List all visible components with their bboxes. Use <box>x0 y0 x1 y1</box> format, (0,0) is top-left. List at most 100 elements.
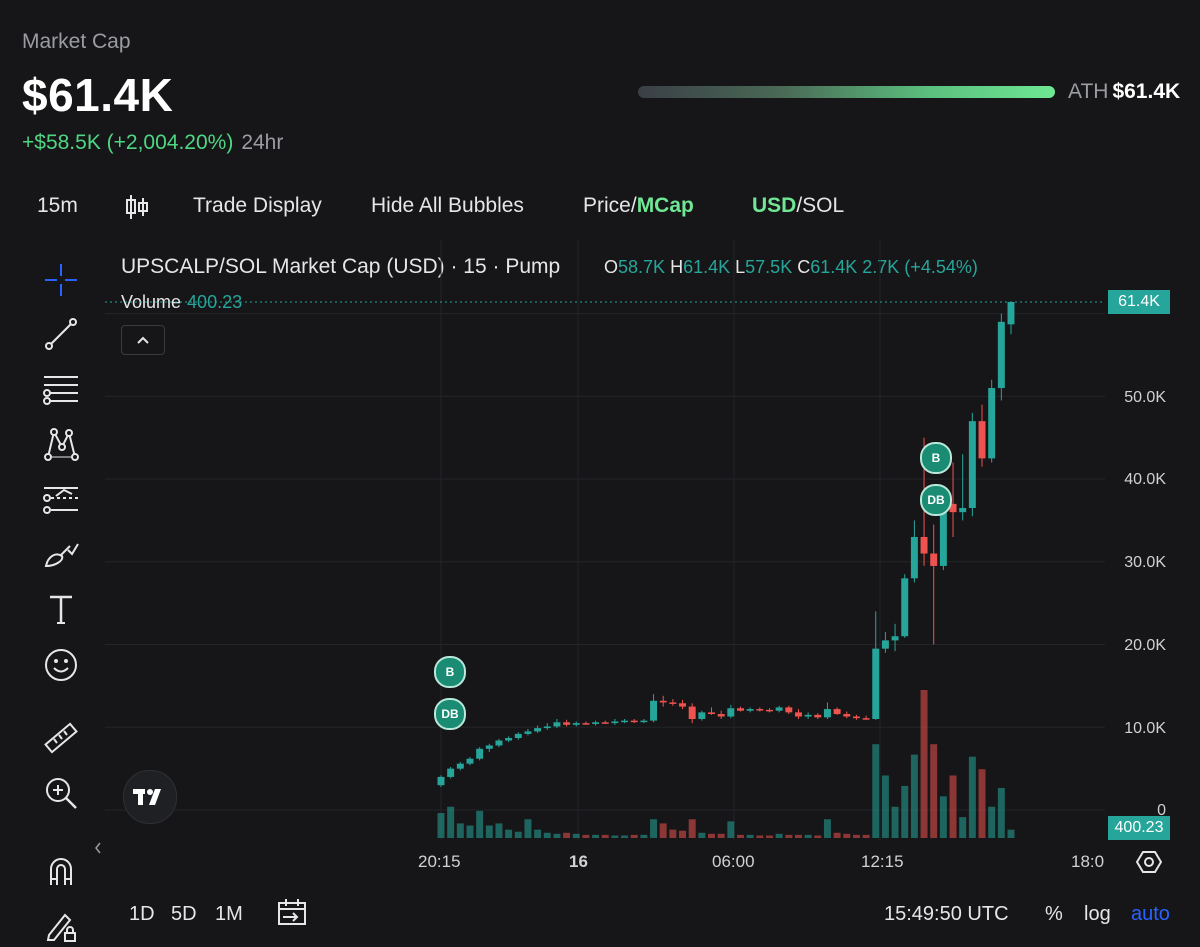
log-toggle[interactable]: log <box>1084 903 1111 925</box>
trade-display-button[interactable]: Trade Display <box>193 194 322 217</box>
auto-toggle[interactable]: auto <box>1131 903 1170 925</box>
candle-body[interactable] <box>592 722 600 724</box>
candle-body[interactable] <box>679 703 687 707</box>
ruler-icon[interactable] <box>40 717 82 759</box>
lock-drawings-icon[interactable] <box>40 904 82 946</box>
buy-bubble[interactable]: B <box>920 442 952 474</box>
candle-body[interactable] <box>959 508 967 513</box>
candle-body[interactable] <box>582 723 590 725</box>
candle-body[interactable] <box>804 714 812 717</box>
candle-body[interactable] <box>785 707 793 713</box>
sol-option[interactable]: /SOL <box>796 194 845 217</box>
magnet-icon[interactable] <box>40 850 82 892</box>
range-1d-button[interactable]: 1D <box>129 903 155 925</box>
hide-bubbles-button[interactable]: Hide All Bubbles <box>371 194 524 217</box>
currency-toggle[interactable]: USD/SOL <box>752 194 844 218</box>
candle-body[interactable] <box>978 421 986 459</box>
emoji-icon[interactable] <box>40 644 82 686</box>
usd-option[interactable]: USD <box>752 194 797 217</box>
candle-body[interactable] <box>476 748 484 759</box>
candle-body[interactable] <box>920 536 928 554</box>
candle-body[interactable] <box>505 738 513 741</box>
candle-body[interactable] <box>553 722 561 727</box>
candle-body[interactable] <box>534 728 542 732</box>
utc-clock[interactable]: 15:49:50 UTC <box>884 903 1009 925</box>
candle-body[interactable] <box>1007 302 1015 325</box>
candlestick-type-icon[interactable] <box>124 192 150 228</box>
candle-body[interactable] <box>794 712 802 717</box>
date-range-icon[interactable] <box>277 898 307 931</box>
dev-buy-bubble[interactable]: DB <box>920 484 952 516</box>
mcap-option[interactable]: MCap <box>636 194 694 217</box>
candle-body[interactable] <box>485 745 493 749</box>
candle-body[interactable] <box>611 721 619 724</box>
candle-body[interactable] <box>843 714 851 717</box>
range-5d-button[interactable]: 5D <box>171 903 197 925</box>
candle-body[interactable] <box>466 758 474 764</box>
candle-body[interactable] <box>930 553 938 566</box>
tradingview-logo[interactable] <box>123 770 177 824</box>
candle-body[interactable] <box>621 720 629 723</box>
candle-body[interactable] <box>765 709 773 712</box>
candle-body[interactable] <box>659 700 667 703</box>
candle-body[interactable] <box>514 733 522 739</box>
volume-label: Volume <box>121 292 182 312</box>
percent-toggle[interactable]: % <box>1045 903 1063 925</box>
crosshair-icon[interactable] <box>40 259 82 301</box>
candle-body[interactable] <box>456 763 464 769</box>
candle-body[interactable] <box>563 722 571 725</box>
trend-line-icon[interactable] <box>40 313 82 355</box>
zoom-icon[interactable] <box>40 772 82 814</box>
collapse-toolbar-icon[interactable] <box>88 827 108 869</box>
candle-body[interactable] <box>775 707 783 711</box>
candle-body[interactable] <box>437 776 445 786</box>
buy-bubble[interactable]: B <box>434 656 466 688</box>
candle-body[interactable] <box>901 578 909 637</box>
collapse-legend-button[interactable] <box>121 325 165 355</box>
text-tool-icon[interactable] <box>40 588 82 630</box>
candle-body[interactable] <box>746 709 754 711</box>
candle-body[interactable] <box>891 636 899 641</box>
candle-body[interactable] <box>910 536 918 579</box>
candle-body[interactable] <box>737 708 744 711</box>
price-option[interactable]: Price/ <box>583 194 637 217</box>
dev-buy-bubble[interactable]: DB <box>434 698 466 730</box>
candle-body[interactable] <box>756 709 764 711</box>
chart-settings-icon[interactable] <box>1135 850 1163 879</box>
candle-body[interactable] <box>862 718 870 720</box>
candle-body[interactable] <box>495 740 503 746</box>
range-1m-button[interactable]: 1M <box>215 903 243 925</box>
candle-body[interactable] <box>688 706 696 719</box>
candle-body[interactable] <box>881 640 889 649</box>
volume-tag: 400.23 <box>1108 816 1170 840</box>
candle-body[interactable] <box>698 712 706 719</box>
candle-body[interactable] <box>708 712 715 715</box>
forecast-tool-icon[interactable] <box>40 479 82 521</box>
candle-body[interactable] <box>601 722 609 724</box>
candle-body[interactable] <box>669 702 677 704</box>
interval-button[interactable]: 15m <box>37 194 78 217</box>
brush-icon[interactable] <box>40 533 82 575</box>
candle-body[interactable] <box>968 421 976 509</box>
candle-body[interactable] <box>814 714 822 718</box>
volume-bar <box>775 833 783 838</box>
candle-body[interactable] <box>543 726 551 729</box>
candle-body[interactable] <box>823 709 831 718</box>
candle-body[interactable] <box>852 716 860 719</box>
candle-body[interactable] <box>988 388 996 459</box>
candle-body[interactable] <box>833 709 841 715</box>
candle-body[interactable] <box>572 723 580 725</box>
candle-body[interactable] <box>872 648 880 719</box>
candle-body[interactable] <box>997 321 1005 389</box>
price-mcap-toggle[interactable]: Price/MCap <box>583 194 694 218</box>
candle-body[interactable] <box>447 768 455 777</box>
candle-body[interactable] <box>524 731 532 734</box>
candle-body[interactable] <box>630 720 638 723</box>
candle-body[interactable] <box>717 714 725 717</box>
candle-body[interactable] <box>650 700 658 721</box>
open-value: 58.7K <box>618 257 666 277</box>
horizontal-lines-icon[interactable] <box>40 368 82 410</box>
candle-body[interactable] <box>727 708 735 717</box>
candle-body[interactable] <box>640 720 648 723</box>
pattern-tool-icon[interactable] <box>40 423 82 465</box>
